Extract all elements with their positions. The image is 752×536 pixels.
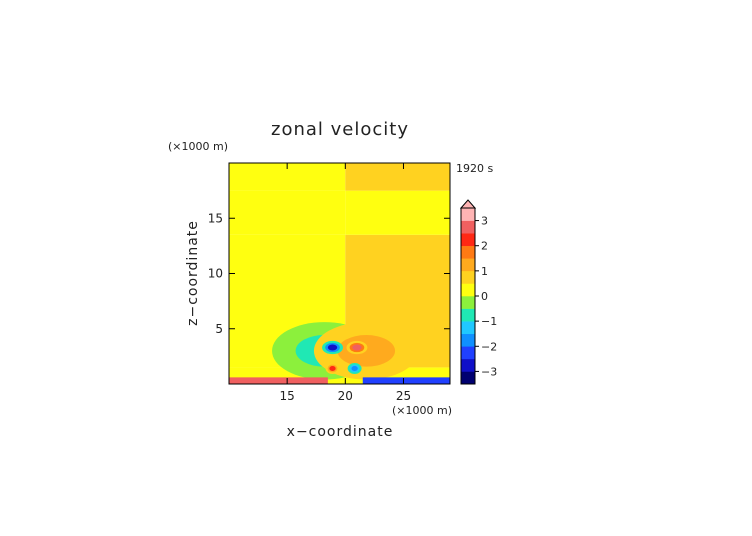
colorbar-tick-label: −1 [481,315,497,328]
colorbar-segment [461,333,475,347]
colorbar-tick-label: 3 [481,215,488,228]
colorbar-tick-label: 2 [481,240,488,253]
colorbar-segment [461,296,475,309]
colorbar-segment [461,358,475,372]
x-tick-label: 15 [280,389,295,403]
x-axis-label: x−coordinate [287,424,394,440]
colorbar-segment [461,346,475,360]
field-band [229,190,346,235]
colorbar-tick-label: 1 [481,265,488,278]
x-axis-unit: (×1000 m) [392,404,452,417]
colorbar: 3 2 1 0 −1 −2 −3 [459,199,497,385]
field-band [345,190,450,235]
field-band [345,163,450,191]
y-axis-unit: (×1000 m) [168,140,228,153]
y-axis-label: z−coordinate [185,220,201,326]
colorbar-tick-label: −3 [481,365,497,378]
velocity-core [352,344,362,351]
x-tick-label: 25 [396,389,411,403]
surface-strip [229,377,328,384]
field-layer [229,163,450,384]
colorbar-segment [461,233,475,247]
velocity-core [351,366,358,372]
heatmap-plot: 15 20 25 5 10 15 [208,162,451,403]
velocity-core [329,366,336,372]
colorbar-segment [461,308,475,322]
velocity-lobe [337,335,396,367]
velocity-core [327,344,338,351]
colorbar-segment [461,371,475,385]
colorbar-segment [461,208,475,221]
colorbar-tick-label: −2 [481,340,497,353]
y-tick-label: 5 [215,322,223,336]
x-tick-label: 20 [338,389,353,403]
colorbar-segment [461,321,475,335]
colorbar-segment [461,258,475,272]
colorbar-segment [461,245,475,259]
time-label: 1920 s [456,162,493,175]
colorbar-segment [461,270,475,284]
colorbar-tick-label: 0 [481,290,488,303]
surface-strip [362,377,450,384]
colorbar-extend-arrow [459,199,477,209]
chart-title: zonal velocity [271,119,409,140]
colorbar-segment [461,283,475,297]
colorbar-segment [461,220,475,234]
y-tick-label: 15 [208,211,223,225]
y-tick-label: 10 [208,267,223,281]
